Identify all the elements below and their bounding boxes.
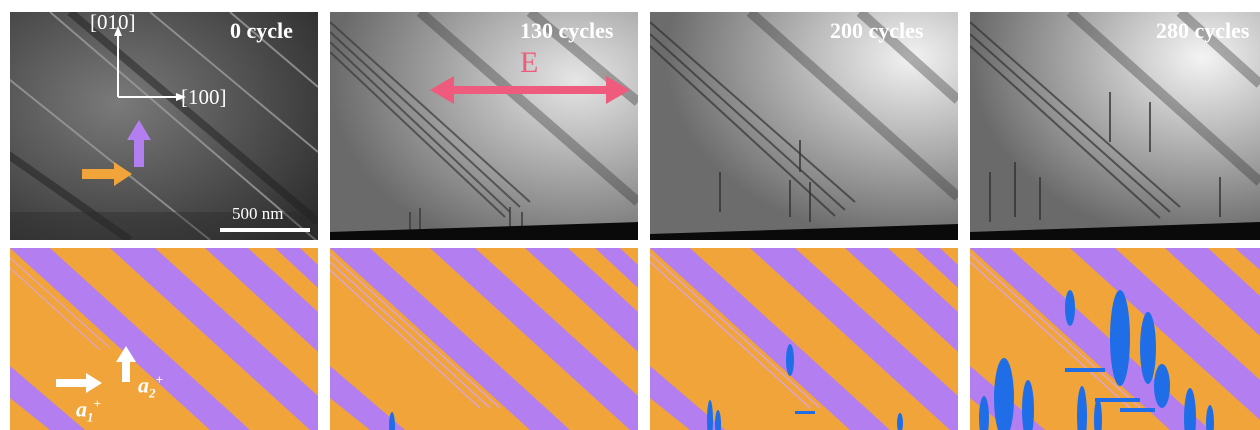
schematic-130 <box>330 248 638 430</box>
schematic-panel-130-cycles <box>330 248 638 430</box>
scale-bar-label: 500 nm <box>232 204 284 223</box>
tem-panel-130-cycles: 130 cycles E <box>330 12 638 240</box>
variant-label-a2: a2+ <box>138 372 163 401</box>
panel-label-200-cycles: 200 cycles <box>830 18 924 43</box>
schematic-panel-0-cycle: a1+ a2+ <box>10 248 318 430</box>
tem-panel-280-cycles: 280 cycles <box>970 12 1260 240</box>
needle-domains <box>707 344 903 430</box>
schematic-200 <box>650 248 958 430</box>
panel-label-0-cycle: 0 cycle <box>230 18 293 43</box>
needle-domains <box>979 290 1214 430</box>
tem-image-280 <box>970 12 1260 240</box>
domain-bands <box>10 248 318 430</box>
tem-panel-0-cycle: [010] [100] 0 cycle 500 nm <box>10 12 318 240</box>
schematic-panel-200-cycles <box>650 248 958 430</box>
tem-image-200 <box>650 12 958 240</box>
schematic-0 <box>10 248 318 430</box>
tem-image-130 <box>330 12 638 240</box>
variant-label-a1: a1+ <box>76 396 101 425</box>
needle-domains <box>389 412 395 430</box>
efield-label: E <box>520 46 539 79</box>
schematic-280 <box>970 248 1260 430</box>
tem-panel-200-cycles: 200 cycles <box>650 12 958 240</box>
panel-label-130-cycles: 130 cycles <box>520 18 614 43</box>
tem-image-0 <box>10 12 318 240</box>
panel-label-280-cycles: 280 cycles <box>1156 18 1250 43</box>
axis-label-010: [010] <box>90 12 136 34</box>
axis-label-100: [100] <box>181 85 227 109</box>
schematic-panel-280-cycles <box>970 248 1260 430</box>
